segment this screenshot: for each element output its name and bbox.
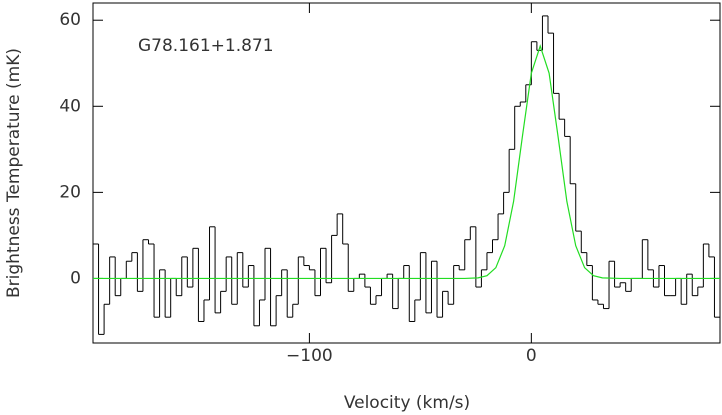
y-tick-label: 20 <box>59 182 81 202</box>
y-axis-title: Brightness Temperature (mK) <box>4 48 24 298</box>
x-tick-label: 0 <box>526 346 537 366</box>
y-tick-label: 60 <box>59 10 81 30</box>
y-tick-label: 0 <box>70 268 81 288</box>
x-tick-label: −100 <box>286 346 333 366</box>
annotation: G78.161+1.871 <box>138 36 274 56</box>
fit-line <box>93 44 720 280</box>
plot-frame <box>92 2 721 344</box>
y-tick-label: 40 <box>59 96 81 116</box>
x-axis-title: Velocity (km/s) <box>344 393 470 413</box>
